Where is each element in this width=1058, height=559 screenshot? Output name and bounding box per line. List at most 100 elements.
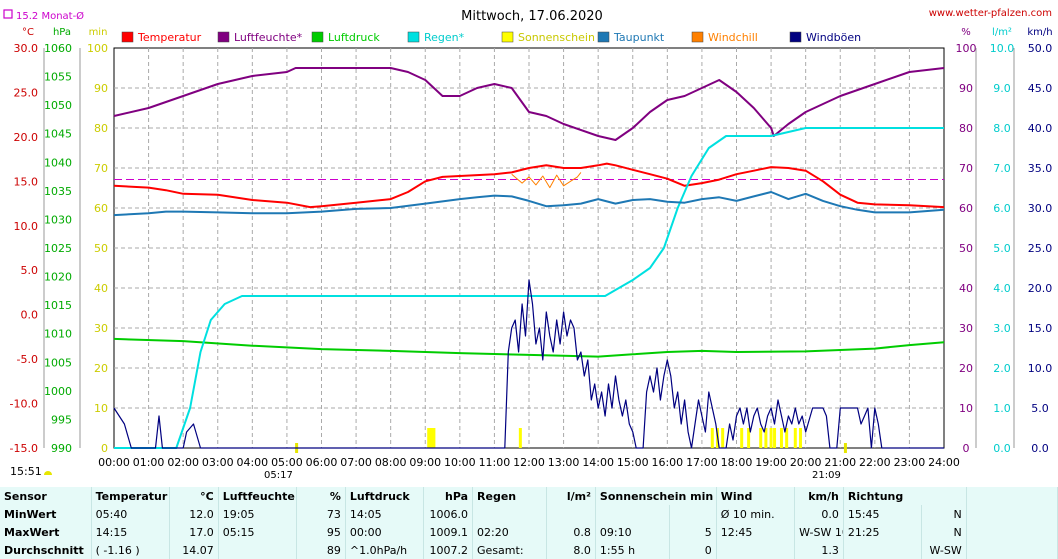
sunshine-bar (747, 428, 751, 448)
cell: N (921, 505, 967, 523)
sunset-marker (843, 443, 847, 453)
axis-tick-label-kmh: 35.0 (1028, 162, 1053, 175)
website-link[interactable]: www.wetter-pfalzen.com (929, 8, 1052, 19)
axis-tick-label-kmh: 45.0 (1028, 82, 1053, 95)
x-tick-label: 16:00 (651, 456, 683, 469)
x-tick-label: 14:00 (582, 456, 614, 469)
cell: 21:25 (843, 523, 923, 541)
axis-unit-lm2: l/m² (992, 27, 1012, 38)
sunrise-time: 05:17 (264, 470, 293, 481)
axis-tick-label-temp: 0.0 (21, 309, 39, 322)
cell: Ø 10 min. (716, 505, 796, 523)
stats-row-min: MinWert 05:40 12.0 19:05 73 14:05 1006.0… (0, 505, 1058, 523)
cell: 1007.2 (423, 541, 474, 559)
cell (546, 505, 596, 523)
sunshine-bar (432, 428, 436, 448)
axis-tick-label-kmh: 5.0 (1031, 402, 1049, 415)
x-tick-label: 15:00 (617, 456, 649, 469)
cell (595, 505, 671, 523)
x-tick-label: 07:00 (340, 456, 372, 469)
cell: ^1.0hPa/h (345, 541, 425, 559)
axis-tick-label-lm2: 0.0 (993, 442, 1011, 455)
month-avg-icon (3, 9, 13, 19)
stats-spacer (966, 541, 1058, 559)
x-tick-label: 03:00 (202, 456, 234, 469)
axis-tick-label-pct: 20 (959, 362, 973, 375)
axis-tick-label-min: 90 (94, 82, 108, 95)
stats-spacer (966, 523, 1058, 541)
axis-tick-label-pct: 70 (959, 162, 973, 175)
cell (472, 505, 548, 523)
axis-tick-label-min: 80 (94, 122, 108, 135)
clock-text: 15:51 (10, 465, 42, 478)
sunshine-bar (785, 428, 789, 448)
axis-tick-label-temp: 25.0 (14, 86, 39, 99)
cell: 02:20 (472, 523, 548, 541)
sunshine-bar (710, 428, 714, 448)
axis-tick-label-min: 10 (94, 402, 108, 415)
x-tick-label: 04:00 (236, 456, 268, 469)
current-time: 15:51 (10, 465, 52, 478)
cell: 95 (296, 523, 346, 541)
axis-tick-label-min: 30 (94, 322, 108, 335)
legend-label: Luftdruck (328, 31, 380, 44)
sunshine-bar (518, 428, 522, 448)
axis-tick-label-hpa: 990 (51, 442, 72, 455)
x-tick-label: 22:00 (859, 456, 891, 469)
series-line-taupunkt (113, 191, 945, 217)
x-tick-label: 24:00 (928, 456, 960, 469)
cell: 0.8 (546, 523, 596, 541)
x-tick-label: 12:00 (513, 456, 545, 469)
x-tick-label: 20:00 (790, 456, 822, 469)
axis-tick-label-hpa: 1060 (44, 42, 72, 55)
series-line-regen (114, 127, 944, 449)
row-label: Durchschnitt (0, 541, 92, 559)
series-line-temperatur (113, 162, 945, 209)
stats-spacer (966, 505, 1058, 523)
stats-header-row: Sensor Temperatur °C Luftfeuchte % Luftd… (0, 487, 1058, 505)
axis-tick-label-pct: 90 (959, 82, 973, 95)
axis-tick-label-pct: 0 (963, 442, 970, 455)
axis-tick-label-lm2: 10.0 (990, 42, 1015, 55)
cell: W-SW (921, 541, 967, 559)
x-tick-label: 18:00 (721, 456, 753, 469)
weather-chart: 30.0 25.0 20.0 15.0 10.0 5.0 0.0 -5.0 -10.0 -15.0… (3, 8, 1053, 481)
cell: ( -1.16 ) (91, 541, 171, 559)
cell: 8.0 (546, 541, 596, 559)
axis-tick-label-kmh: 30.0 (1028, 202, 1053, 215)
sunshine-bar (773, 428, 777, 448)
header-luftdruck: Luftdruck (345, 487, 425, 505)
cell: W-SW 10.6 (794, 523, 844, 541)
header-temp-unit: °C (169, 487, 219, 505)
axis-unit-min: min (89, 27, 108, 38)
axis-tick-label-hpa: 1035 (44, 185, 72, 198)
chart-legend: Temperatur Luftfeuchte* Luftdruck Regen* Son… (121, 31, 861, 44)
axis-unit-pct: % (961, 27, 971, 38)
x-tick-label: 19:00 (755, 456, 787, 469)
legend-label: Windchill (708, 31, 758, 44)
x-tick-label: 13:00 (548, 456, 580, 469)
series-line-windben (113, 279, 944, 449)
axis-tick-label-min: 60 (94, 202, 108, 215)
axis-tick-label-lm2: 4.0 (993, 282, 1011, 295)
legend-label: Luftfeuchte* (234, 31, 303, 44)
legend-swatch (501, 31, 514, 43)
header-temperatur: Temperatur (91, 487, 171, 505)
cell: 05:40 (91, 505, 171, 523)
axis-tick-label-temp: 20.0 (14, 131, 39, 144)
legend-label: Sonnenschein (518, 31, 595, 44)
cell: 1.3 (794, 541, 844, 559)
axis-tick-label-hpa: 1055 (44, 71, 72, 84)
axis-tick-label-min: 70 (94, 162, 108, 175)
x-tick-label: 00:00 (98, 456, 130, 469)
axis-tick-label-kmh: 25.0 (1028, 242, 1053, 255)
sunshine-bar (427, 428, 431, 448)
axis-tick-label-lm2: 2.0 (993, 362, 1011, 375)
axis-tick-label-hpa: 1010 (44, 328, 72, 341)
legend-label: Windböen (806, 31, 861, 44)
axis-tick-label-min: 100 (87, 42, 108, 55)
cell: 05:15 (218, 523, 298, 541)
sunshine-bar (764, 428, 768, 448)
sunshine-bar (759, 428, 763, 448)
cell: 00:00 (345, 523, 425, 541)
